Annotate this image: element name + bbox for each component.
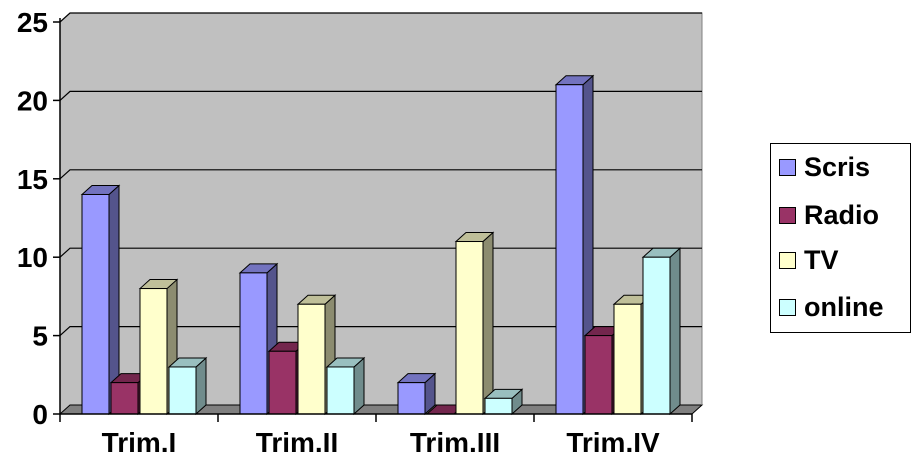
bars bbox=[80, 74, 682, 416]
bar bbox=[396, 372, 437, 416]
legend-label: Scris bbox=[804, 151, 871, 182]
legend-item-radio: Radio bbox=[779, 200, 879, 230]
bar bbox=[167, 356, 208, 416]
legend: Scris Radio TV online bbox=[770, 143, 911, 333]
category-label: Trim.II bbox=[256, 427, 338, 458]
gridline bbox=[59, 169, 702, 180]
legend-label: Radio bbox=[804, 199, 880, 230]
bar-front bbox=[268, 350, 297, 415]
legend-item-tv: TV bbox=[779, 245, 839, 275]
category-label: Trim.III bbox=[410, 427, 500, 458]
back-wall bbox=[60, 13, 702, 414]
legend-item-online: online bbox=[779, 292, 884, 322]
gridline bbox=[59, 12, 702, 23]
y-tick-label: 15 bbox=[17, 164, 48, 195]
bar-front bbox=[168, 366, 197, 415]
y-tick-label: 25 bbox=[17, 7, 48, 38]
bar-front bbox=[484, 397, 513, 415]
category-label: Trim.IV bbox=[566, 427, 660, 458]
bar-front bbox=[613, 303, 642, 415]
bar-front bbox=[455, 241, 484, 415]
legend-swatch bbox=[779, 206, 796, 224]
bar-front bbox=[397, 382, 426, 415]
bar-side bbox=[669, 247, 681, 416]
legend-label: TV bbox=[804, 244, 839, 275]
legend-swatch bbox=[779, 251, 796, 269]
bar-front bbox=[239, 272, 268, 415]
y-tick-label: 5 bbox=[32, 321, 48, 352]
bar bbox=[454, 231, 495, 416]
bar-front bbox=[326, 366, 355, 415]
legend-swatch bbox=[779, 298, 796, 316]
bar-front bbox=[555, 84, 584, 415]
bar bbox=[554, 74, 595, 416]
bar bbox=[138, 278, 179, 416]
bar-front bbox=[110, 382, 139, 415]
x-axis-category-labels: Trim.I Trim.II Trim.III Trim.IV bbox=[102, 427, 660, 458]
bar-front bbox=[81, 193, 110, 415]
y-tick-label: 0 bbox=[32, 399, 48, 430]
bar bbox=[325, 356, 366, 416]
bar-side bbox=[353, 356, 365, 416]
bar bbox=[483, 388, 524, 416]
bar-front bbox=[642, 256, 671, 415]
bar-front bbox=[297, 303, 326, 415]
chart-walls bbox=[58, 12, 704, 415]
legend-label: online bbox=[804, 291, 884, 322]
axes bbox=[53, 18, 693, 422]
y-tick-label: 20 bbox=[17, 85, 48, 116]
bar-front bbox=[584, 335, 613, 415]
y-tick-label: 10 bbox=[17, 242, 48, 273]
bar bbox=[80, 184, 121, 416]
bar-side bbox=[195, 356, 207, 416]
legend-swatch bbox=[779, 158, 796, 176]
bar-side bbox=[482, 231, 494, 416]
bar bbox=[641, 247, 682, 416]
y-axis-tick-labels: 0 5 10 15 20 25 bbox=[17, 7, 48, 430]
legend-item-scris: Scris bbox=[779, 152, 870, 182]
category-label: Trim.I bbox=[102, 427, 177, 458]
gridline bbox=[59, 90, 702, 101]
bar-front bbox=[139, 288, 168, 415]
